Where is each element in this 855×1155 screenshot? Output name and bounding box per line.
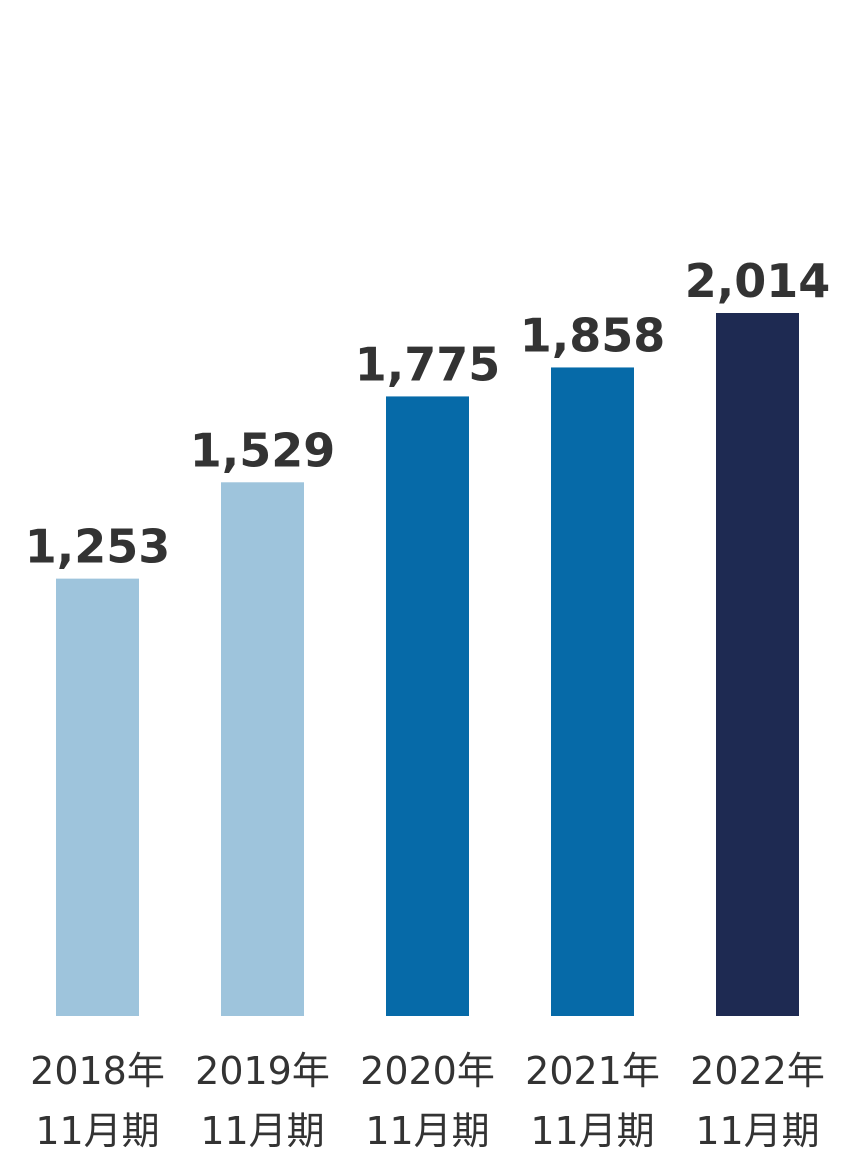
value-label-2: 1,775 bbox=[355, 337, 501, 391]
bar-2 bbox=[386, 396, 469, 1016]
category-label-year-2: 2020年 bbox=[360, 1049, 495, 1093]
value-label-1: 1,529 bbox=[190, 423, 336, 477]
category-labels-group: 2018年 11月期 2019年 11月期 2020年 11月期 2021年 11月期 2022… bbox=[30, 1049, 825, 1153]
value-label-3: 1,858 bbox=[520, 308, 666, 362]
category-label-period-0: 11月期 bbox=[35, 1109, 159, 1153]
value-label-0: 1,253 bbox=[25, 520, 171, 574]
value-labels-group: 1,253 1,529 1,775 1,858 2,014 bbox=[25, 254, 831, 574]
category-label-period-3: 11月期 bbox=[530, 1109, 654, 1153]
category-label-year-3: 2021年 bbox=[525, 1049, 660, 1093]
bars-group bbox=[56, 313, 799, 1016]
bar-4 bbox=[716, 313, 799, 1016]
category-label-year-0: 2018年 bbox=[30, 1049, 165, 1093]
bar-0 bbox=[56, 578, 139, 1016]
category-label-period-2: 11月期 bbox=[365, 1109, 489, 1153]
bar-3 bbox=[551, 367, 634, 1016]
bar-1 bbox=[221, 482, 304, 1016]
category-label-period-4: 11月期 bbox=[695, 1109, 819, 1153]
category-label-year-1: 2019年 bbox=[195, 1049, 330, 1093]
category-label-period-1: 11月期 bbox=[200, 1109, 324, 1153]
value-label-4: 2,014 bbox=[685, 254, 831, 308]
category-label-year-4: 2022年 bbox=[690, 1049, 825, 1093]
